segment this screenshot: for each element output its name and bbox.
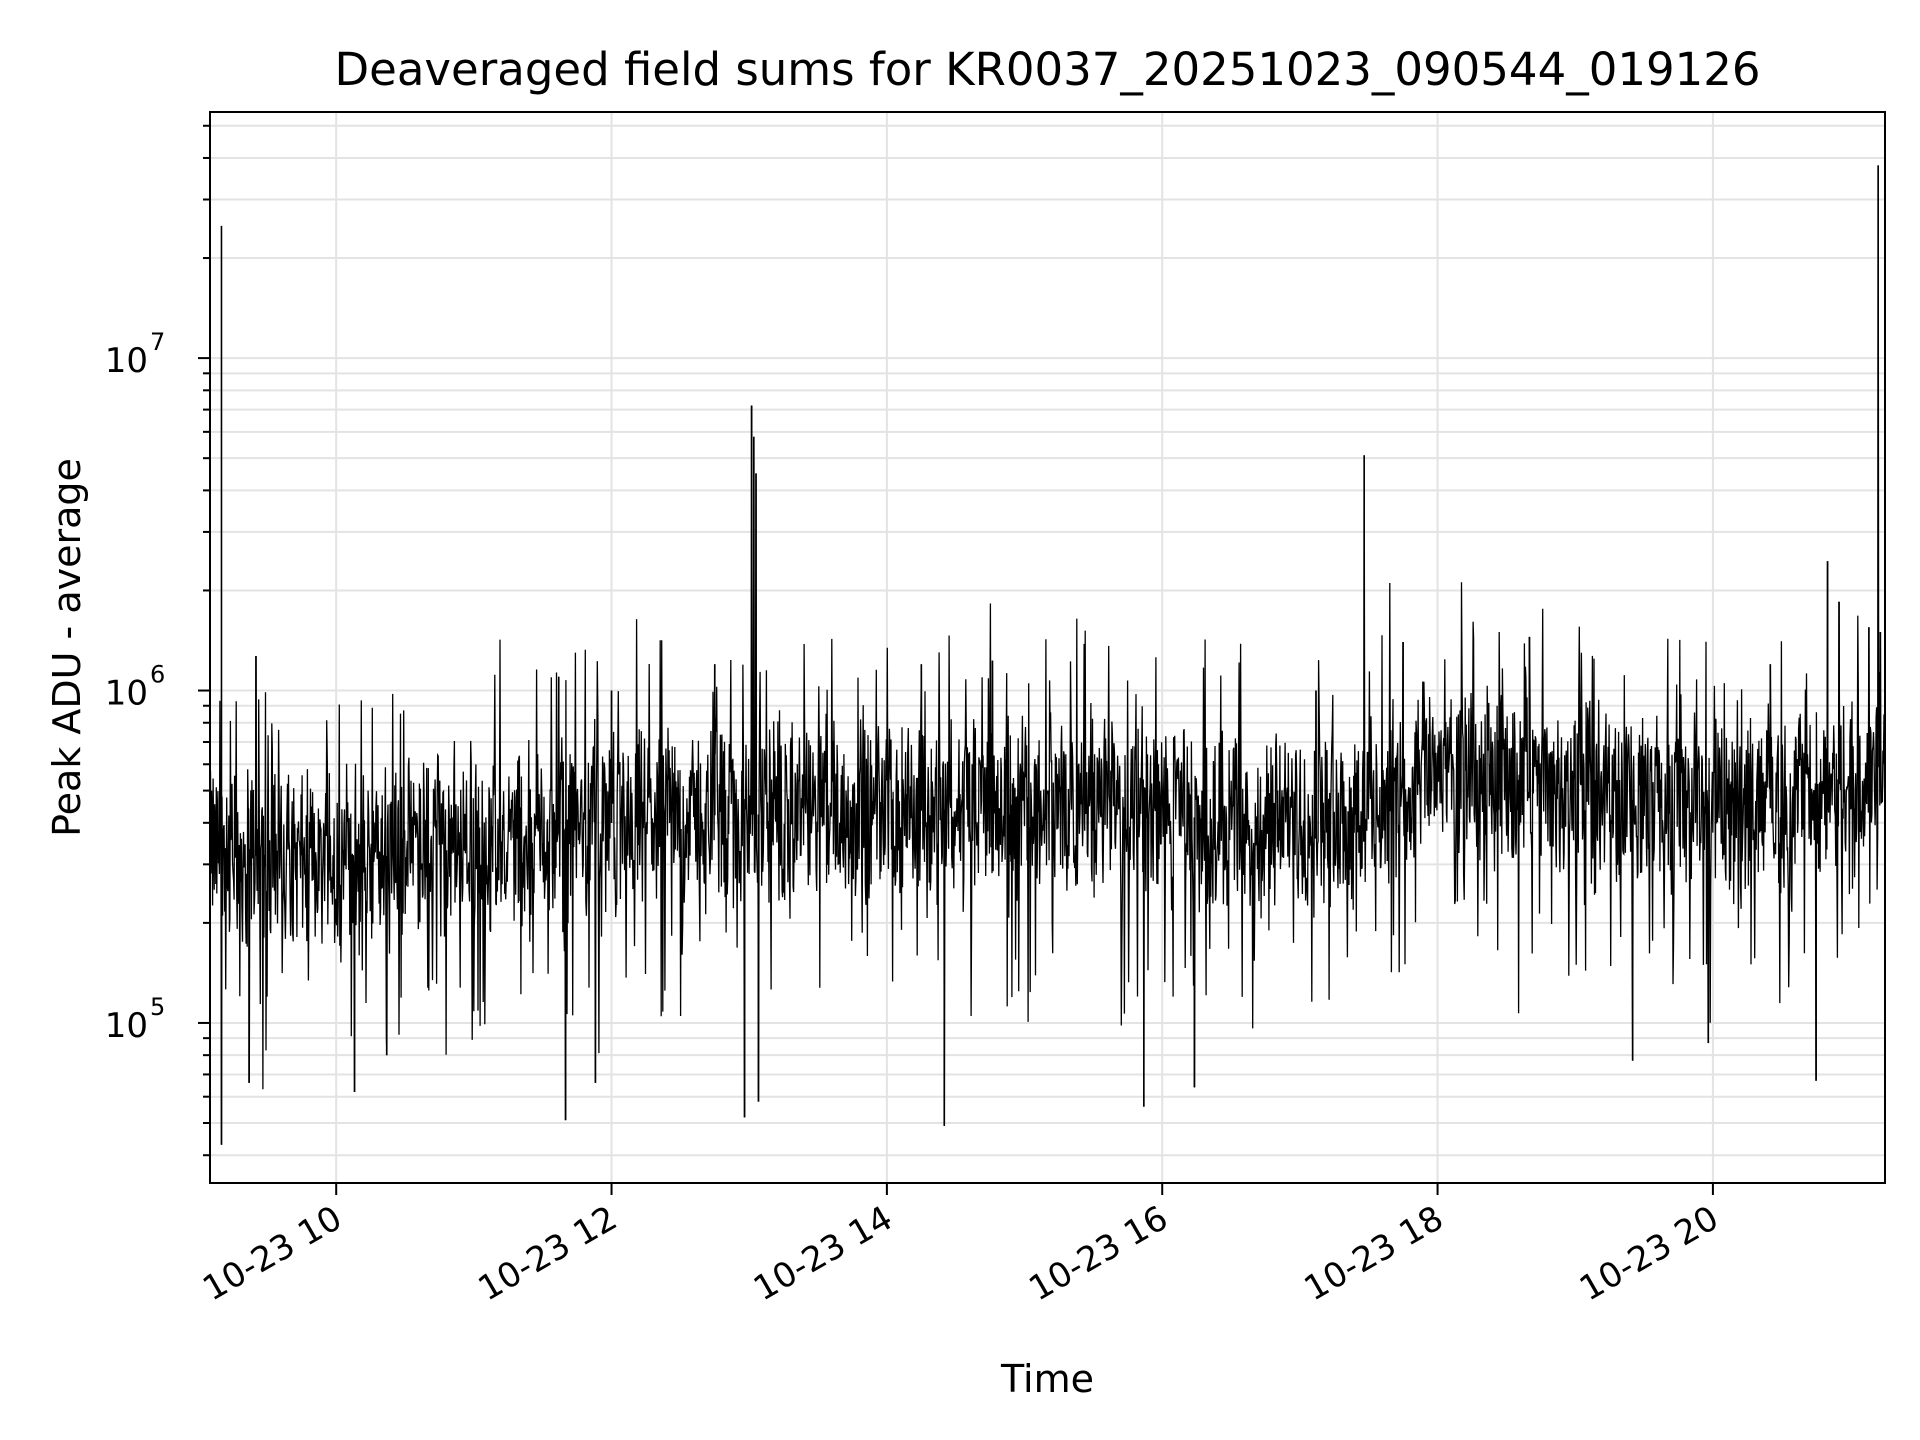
y-tick-label: 10: [105, 674, 148, 714]
y-tick-exponent: 7: [150, 328, 165, 356]
y-tick-exponent: 6: [150, 661, 165, 689]
y-tick-label: 10: [105, 341, 148, 381]
y-axis-label: Peak ADU - average: [45, 458, 89, 837]
y-tick-label: 10: [105, 1006, 148, 1046]
chart-title: Deaveraged field sums for KR0037_2025102…: [335, 43, 1761, 96]
series-line: [209, 165, 1886, 1145]
series: [209, 165, 1886, 1145]
y-tick-exponent: 5: [150, 993, 165, 1021]
x-axis-label: Time: [1000, 1357, 1094, 1401]
plot-frame: [209, 111, 1886, 1184]
